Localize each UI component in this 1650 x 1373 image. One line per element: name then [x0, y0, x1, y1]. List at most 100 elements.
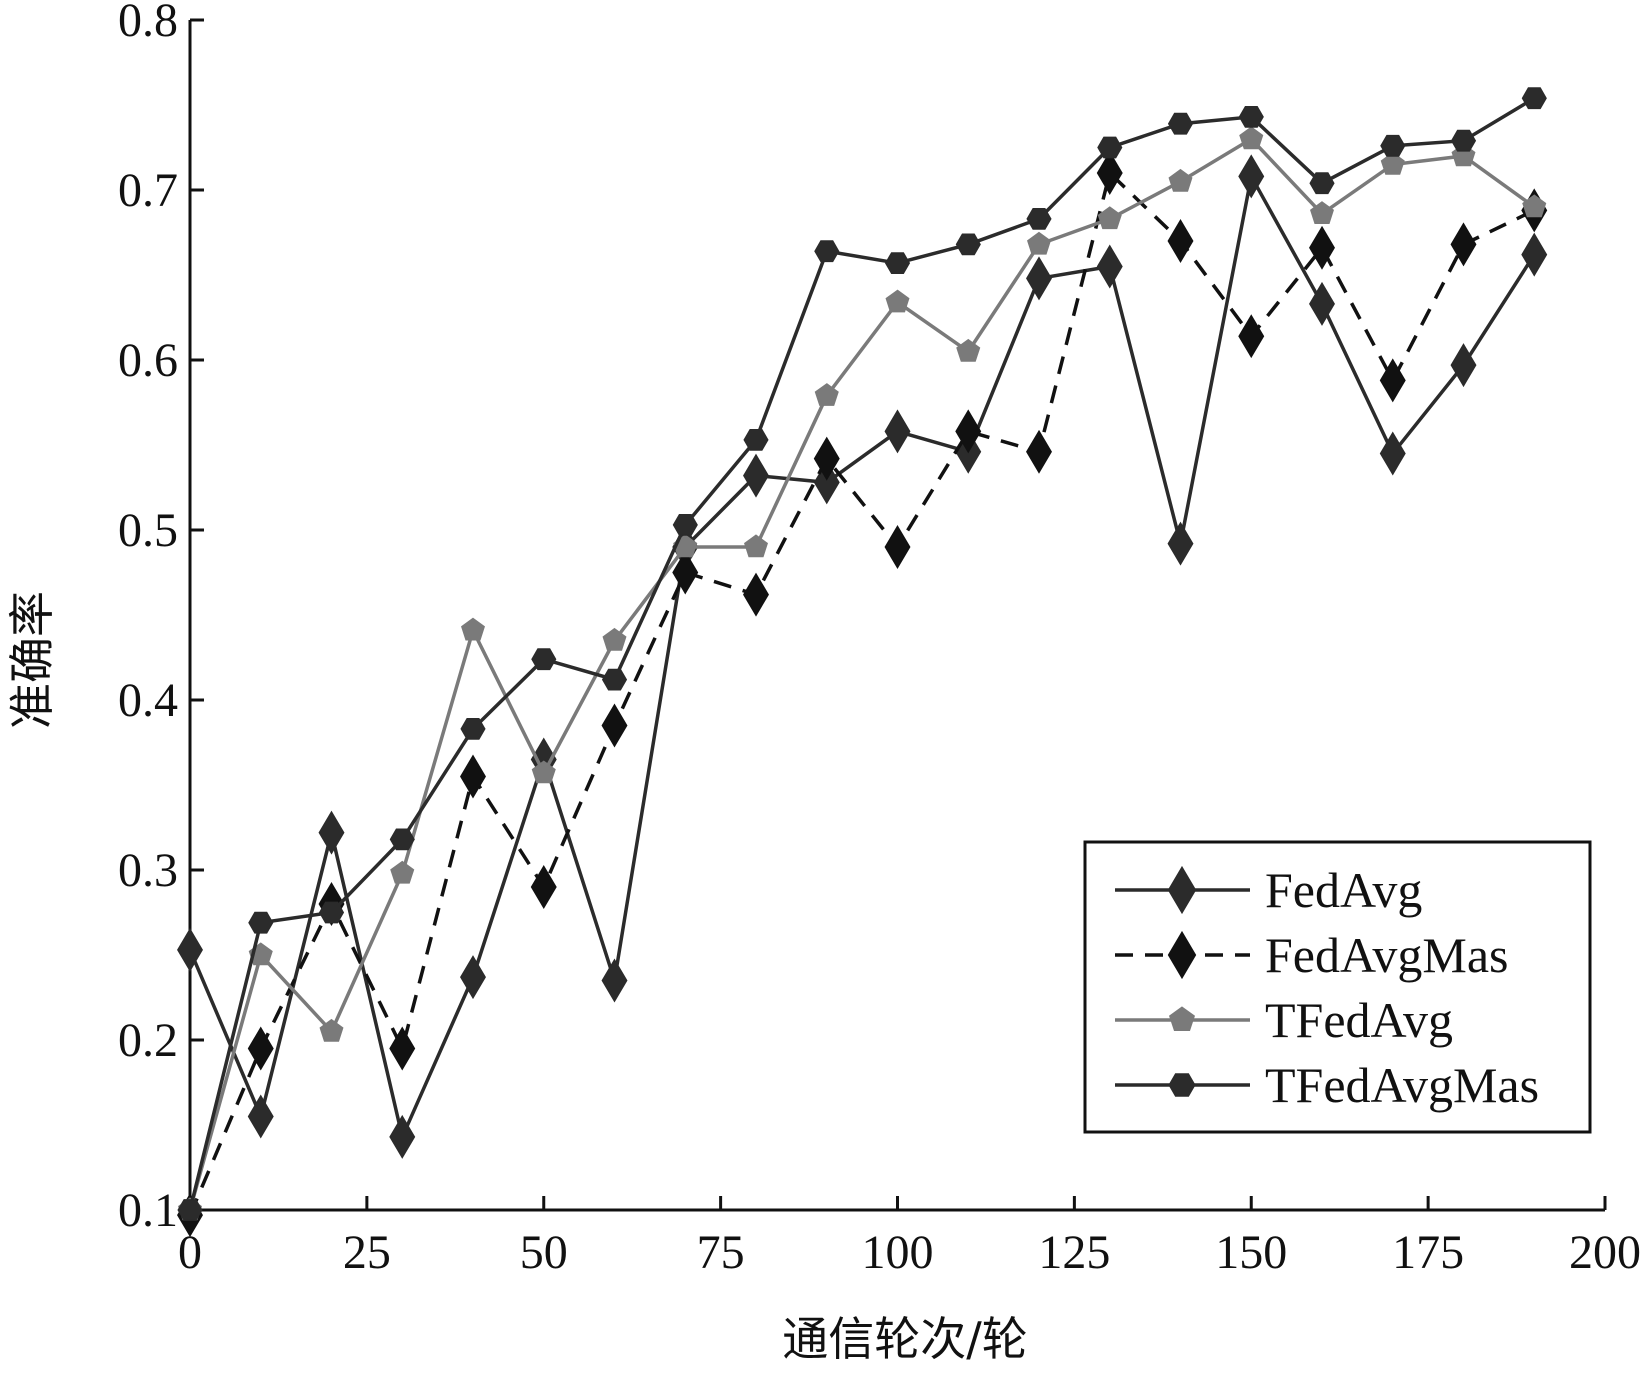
- data-point-fedavgmas: [601, 703, 628, 748]
- data-point-fedavg: [1096, 244, 1123, 289]
- data-point-fedavgmas: [460, 754, 486, 799]
- data-point-tfedavgmas: [1167, 112, 1194, 135]
- data-point-tfedavg: [531, 760, 556, 784]
- data-point-tfedavg: [1310, 201, 1334, 224]
- data-point-fedavg: [247, 1094, 274, 1139]
- data-point-fedavg: [1238, 154, 1265, 199]
- data-point-fedavg: [1450, 343, 1477, 388]
- legend-marker-tfedavg: [1169, 1006, 1195, 1031]
- series-fedavg: [177, 154, 1548, 1159]
- y-tick-label: 0.7: [118, 164, 178, 217]
- legend-entry-tfedavg: TFedAvg: [1115, 992, 1453, 1048]
- data-point-fedavgmas: [813, 436, 840, 481]
- data-point-fedavgmas: [530, 865, 557, 909]
- data-point-tfedavg: [744, 534, 768, 558]
- data-point-tfedavgmas: [1450, 129, 1477, 152]
- data-point-tfedavg: [1522, 194, 1547, 218]
- data-point-fedavgmas: [1379, 358, 1406, 403]
- legend-label-tfedavg: TFedAvg: [1265, 992, 1453, 1048]
- legend-label-fedavgmas: FedAvgMas: [1265, 927, 1509, 983]
- data-point-tfedavg: [956, 338, 981, 362]
- data-point-fedavg: [743, 453, 769, 498]
- data-point-tfedavgmas: [1380, 134, 1406, 157]
- data-point-tfedavgmas: [1309, 172, 1335, 195]
- data-point-tfedavg: [1097, 206, 1122, 230]
- data-point-fedavg: [601, 958, 628, 1003]
- data-point-fedavgmas: [955, 409, 982, 454]
- x-tick-label: 50: [520, 1226, 568, 1279]
- x-axis-label: 通信轮次/轮: [782, 1312, 1028, 1366]
- legend-marker-fedavg: [1167, 865, 1197, 915]
- y-tick-label: 0.5: [118, 504, 178, 557]
- legend: FedAvg FedAvgMas TFedAvg TFedAvgMas: [1083, 840, 1592, 1134]
- data-point-tfedavgmas: [814, 240, 840, 263]
- x-tick-label: 150: [1215, 1226, 1287, 1279]
- data-point-tfedavg: [602, 627, 627, 651]
- axes: 0 25 50 75 100 125 150 175 2000.10.20.30.40.50.6…: [118, 0, 1641, 1279]
- data-point-fedavgmas: [1450, 222, 1477, 267]
- legend-label-tfedavgmas: TFedAvgMas: [1265, 1057, 1539, 1113]
- x-tick-label: 25: [343, 1226, 391, 1279]
- data-point-fedavgmas: [1167, 219, 1194, 263]
- data-point-tfedavg: [885, 289, 910, 313]
- data-point-fedavg: [460, 955, 486, 1000]
- data-point-tfedavgmas: [884, 252, 911, 274]
- data-point-tfedavgmas: [1097, 136, 1123, 159]
- series-line-fedavgmas: [188, 169, 1536, 1216]
- x-tick-label: 200: [1569, 1226, 1641, 1279]
- data-point-fedavg: [1379, 431, 1406, 476]
- data-point-tfedavg: [390, 860, 415, 884]
- data-point-tfedavg: [1239, 126, 1264, 150]
- data-point-tfedavgmas: [672, 514, 698, 536]
- x-tick-label: 125: [1038, 1226, 1110, 1279]
- data-point-fedavgmas: [1026, 429, 1052, 474]
- data-point-fedavg: [177, 927, 203, 972]
- data-point-fedavg: [389, 1114, 416, 1159]
- data-point-tfedavgmas: [1521, 87, 1547, 110]
- data-point-tfedavgmas: [460, 718, 486, 740]
- data-point-fedavg: [318, 810, 345, 855]
- legend-label-fedavg: FedAvg: [1265, 862, 1422, 918]
- data-point-fedavgmas: [1309, 225, 1335, 270]
- legend-marker-fedavgmas: [1167, 930, 1197, 980]
- data-point-fedavg: [1309, 281, 1335, 326]
- legend-entry-fedavg: FedAvg: [1115, 862, 1422, 918]
- series-line-fedavg: [188, 171, 1536, 1143]
- data-point-tfedavgmas: [1026, 208, 1052, 230]
- data-point-tfedavgmas: [177, 1199, 203, 1221]
- data-point-fedavg: [1521, 232, 1548, 277]
- y-tick-label: 0.1: [118, 1184, 178, 1237]
- x-tick-label: 175: [1392, 1226, 1464, 1279]
- data-point-fedavg: [1167, 521, 1194, 566]
- data-point-tfedavg: [1027, 231, 1051, 255]
- data-point-tfedavgmas: [601, 668, 628, 691]
- data-point-tfedavg: [1168, 168, 1193, 192]
- data-point-fedavgmas: [1096, 151, 1123, 195]
- data-point-tfedavgmas: [531, 648, 557, 671]
- data-point-tfedavgmas: [318, 901, 345, 924]
- data-point-tfedavg: [319, 1018, 344, 1042]
- data-point-fedavg: [1026, 256, 1052, 301]
- y-tick-label: 0.3: [118, 844, 178, 897]
- data-point-fedavgmas: [672, 550, 699, 595]
- y-axis-label: 准确率: [5, 591, 59, 729]
- y-tick-label: 0.2: [118, 1014, 178, 1067]
- data-point-tfedavgmas: [1238, 106, 1264, 128]
- data-point-fedavg: [884, 409, 911, 454]
- data-point-tfedavgmas: [248, 911, 274, 934]
- series-line-tfedavgmas: [188, 96, 1536, 1211]
- data-point-fedavgmas: [1238, 314, 1265, 359]
- data-point-tfedavg: [461, 617, 485, 641]
- data-point-fedavgmas: [884, 525, 911, 569]
- x-tick-label: 100: [862, 1226, 934, 1279]
- series-tfedavgmas: [177, 87, 1547, 1221]
- y-tick-label: 0.8: [118, 0, 178, 47]
- data-point-tfedavg: [1380, 151, 1405, 175]
- x-tick-label: 75: [697, 1226, 745, 1279]
- data-point-tfedavgmas: [743, 429, 769, 451]
- data-point-fedavgmas: [389, 1026, 416, 1071]
- data-point-fedavgmas: [247, 1026, 274, 1071]
- series-layer: [177, 87, 1548, 1238]
